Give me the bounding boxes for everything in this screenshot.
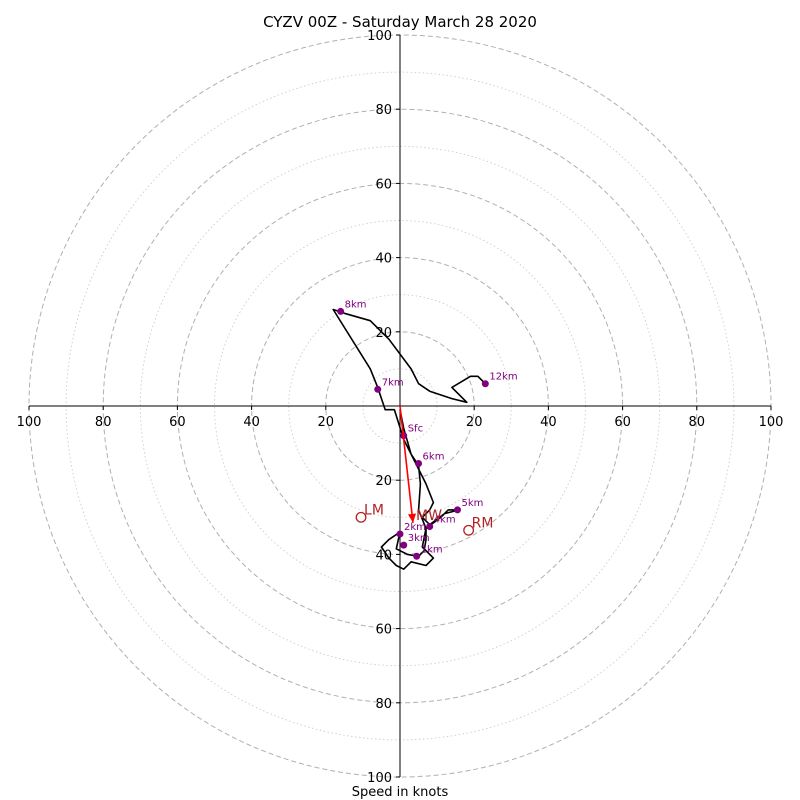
x-tick-label: 40 bbox=[540, 415, 557, 430]
height-point-label-1km: 1km bbox=[421, 544, 443, 555]
height-point-label-3km: 3km bbox=[408, 533, 430, 544]
chart-title: CYZV 00Z - Saturday March 28 2020 bbox=[263, 13, 537, 31]
hodograph-trace-group bbox=[332, 308, 486, 571]
x-tick-label: 80 bbox=[689, 415, 706, 430]
hodograph-trace bbox=[332, 308, 486, 571]
height-point-2km bbox=[396, 530, 404, 538]
storm-motion-label-lm: LM bbox=[364, 502, 384, 518]
x-tick-label: 20 bbox=[318, 415, 335, 430]
y-tick-label: 100 bbox=[367, 29, 392, 44]
height-point-label-12km: 12km bbox=[489, 372, 517, 383]
height-point-7km bbox=[374, 385, 382, 393]
height-point-3km bbox=[400, 541, 408, 549]
x-tick-label: 60 bbox=[169, 415, 186, 430]
height-point-8km bbox=[337, 307, 345, 315]
storm-motion-label-rm: RM bbox=[472, 515, 494, 531]
height-point-12km bbox=[481, 380, 489, 388]
storm-motion-group: LM RM MW bbox=[355, 405, 494, 536]
height-point-label-4km: 4km bbox=[434, 515, 456, 526]
tick-labels: 100 80 60 40 20 20 40 60 80 100100806040202040608… bbox=[17, 29, 784, 786]
height-point-label-2km: 2km bbox=[404, 522, 426, 533]
y-tick-label: 80 bbox=[375, 103, 392, 118]
height-point-1km bbox=[413, 552, 421, 560]
height-point-label-7km: 7km bbox=[382, 377, 404, 388]
storm-motion-rm bbox=[463, 524, 475, 536]
storm-motion-lm bbox=[355, 511, 367, 523]
storm-motion-label-mw: MW bbox=[416, 508, 442, 524]
y-tick-label: 80 bbox=[375, 697, 392, 712]
y-tick-label: 100 bbox=[367, 771, 392, 786]
y-tick-label: 40 bbox=[375, 548, 392, 563]
x-tick-label: 100 bbox=[759, 415, 784, 430]
height-point-6km bbox=[415, 460, 423, 468]
height-point-label-5km: 5km bbox=[462, 498, 484, 509]
height-point-label-8km: 8km bbox=[345, 299, 367, 310]
y-tick-label: 60 bbox=[375, 623, 392, 638]
mean-wind-arrow bbox=[399, 405, 414, 523]
x-tick-label: 40 bbox=[243, 415, 260, 430]
height-point-label-sfc: Sfc bbox=[408, 424, 423, 435]
mean-wind-arrowhead bbox=[408, 513, 416, 523]
y-tick-label: 20 bbox=[375, 474, 392, 489]
x-tick-label: 60 bbox=[614, 415, 631, 430]
x-tick-label: 80 bbox=[95, 415, 112, 430]
y-tick-label: 60 bbox=[375, 177, 392, 192]
y-tick-label: 40 bbox=[375, 252, 392, 267]
x-tick-label: 20 bbox=[466, 415, 483, 430]
height-point-label-6km: 6km bbox=[423, 452, 445, 463]
x-axis-label: Speed in knots bbox=[352, 785, 449, 800]
x-tick-label: 100 bbox=[17, 415, 42, 430]
height-point-5km bbox=[454, 506, 462, 514]
height-point-4km bbox=[426, 523, 434, 531]
